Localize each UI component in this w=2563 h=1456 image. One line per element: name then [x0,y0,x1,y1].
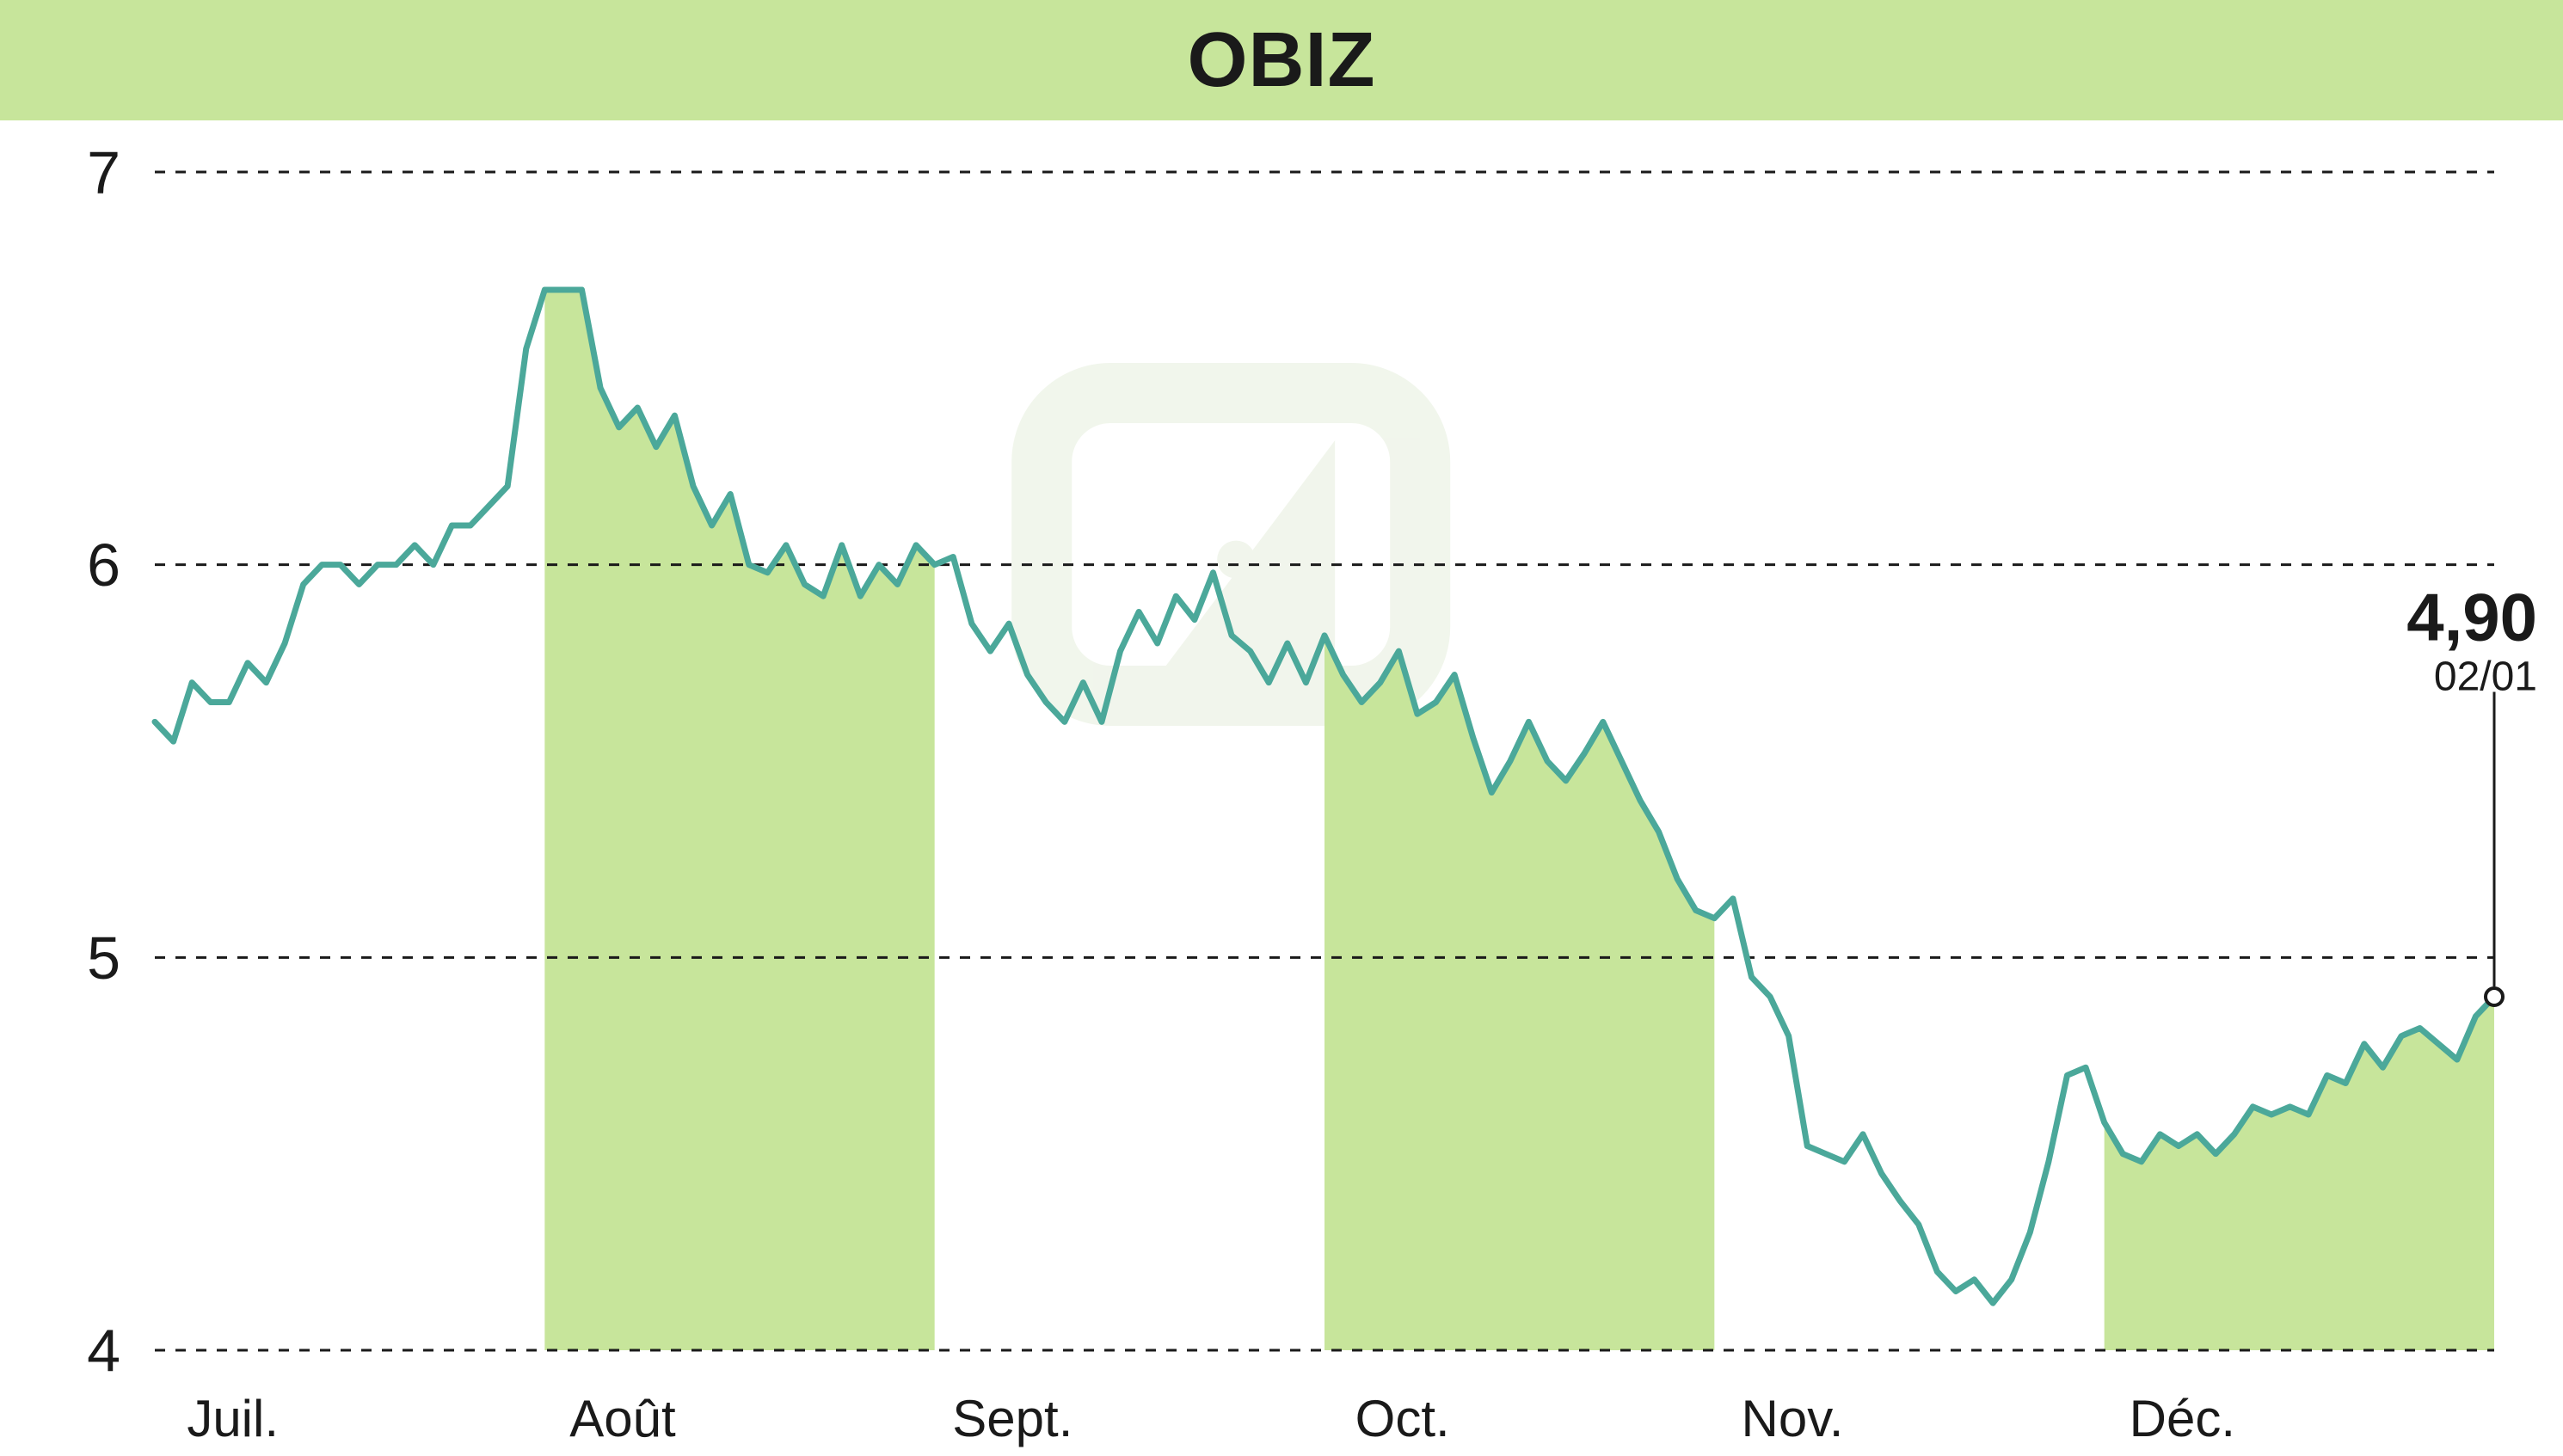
chart-title: OBIZ [1188,16,1376,105]
x-tick-label: Nov. [1742,1390,1844,1447]
y-tick-label: 5 [87,925,120,992]
chart-svg: 4 5 6 7 Juil. Août Sept. Oct. Nov. Déc. 4,9002/01 [0,120,2563,1456]
callout-date: 02/01 [2434,654,2537,700]
chart-area: 4 5 6 7 Juil. Août Sept. Oct. Nov. Déc. 4,9002/01 [0,120,2563,1456]
callout-value: 4,90 [2406,580,2537,655]
x-tick-label: Sept. [952,1390,1073,1447]
last-point-marker [2486,988,2503,1005]
y-tick-label: 4 [87,1318,120,1385]
x-tick-label: Août [569,1390,676,1447]
x-tick-label: Juil. [187,1390,279,1447]
chart-header: OBIZ [0,0,2563,120]
x-tick-label: Déc. [2130,1390,2235,1447]
x-tick-label: Oct. [1355,1390,1450,1447]
y-tick-label: 6 [87,531,120,599]
y-tick-label: 7 [87,139,120,206]
